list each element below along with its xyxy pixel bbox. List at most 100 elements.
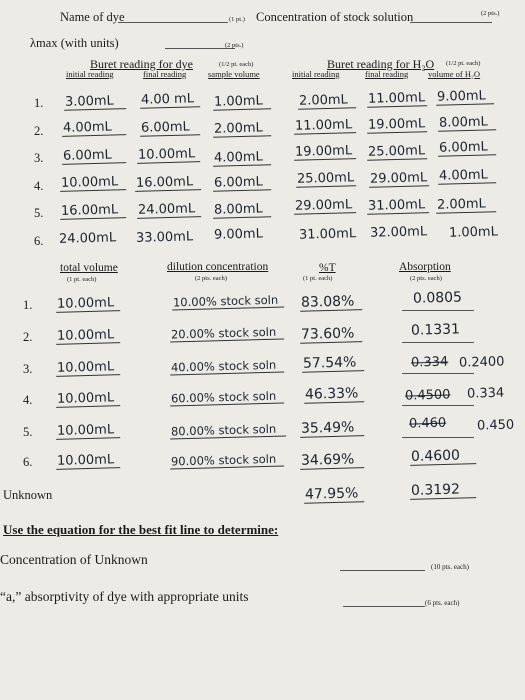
absorption-blank xyxy=(402,342,474,343)
name-of-dye-blank[interactable] xyxy=(118,22,228,23)
buret-dye-points: (1/2 pt. each) xyxy=(219,61,254,68)
percent-t-value[interactable]: 57.54% xyxy=(301,354,365,373)
water-final-reading[interactable]: 31.00mL xyxy=(366,197,430,215)
unknown-label: Unknown xyxy=(3,488,53,502)
dye-final-reading[interactable]: 33.00mL xyxy=(135,229,194,246)
unknown-absorption[interactable]: 0.3192 xyxy=(409,481,477,500)
unknown-percent-t[interactable]: 47.95% xyxy=(303,485,365,504)
dilution-concentration-value[interactable]: 80.00% stock soln xyxy=(169,421,287,440)
total-volume-value[interactable]: 10.00mL xyxy=(55,327,121,345)
dye-initial-reading[interactable]: 3.00mL xyxy=(63,93,127,111)
absorptivity-label: “a,” absorptivity of dye with appropriat… xyxy=(0,589,249,604)
absorptivity-points: (6 pts. each) xyxy=(425,599,460,607)
total-volume-value[interactable]: 10.00mL xyxy=(55,422,121,440)
water-volume[interactable]: 2.00mL xyxy=(435,196,497,214)
dye-final-reading[interactable]: 10.00mL xyxy=(136,146,201,164)
water-initial-reading[interactable]: 19.00mL xyxy=(293,143,357,161)
total-volume-value[interactable]: 10.00mL xyxy=(55,359,121,377)
percent-t-value[interactable]: 34.69% xyxy=(299,451,365,470)
water-initial-reading[interactable]: 11.00mL xyxy=(293,117,357,135)
buret-water-col-volume: volume of H₂O xyxy=(428,69,481,79)
dye-initial-reading[interactable]: 16.00mL xyxy=(59,202,127,220)
percent-t-value[interactable]: 83.08% xyxy=(299,293,363,312)
water-final-reading[interactable]: 19.00mL xyxy=(366,116,428,134)
lambda-max-label: λmax (with units) xyxy=(30,36,119,50)
dye-final-reading[interactable]: 24.00mL xyxy=(136,201,202,219)
water-initial-reading[interactable]: 31.00mL xyxy=(298,226,357,243)
percent-t-value[interactable]: 35.49% xyxy=(299,419,365,438)
concentration-unknown-points: (10 pts. each) xyxy=(431,563,469,571)
dye-final-reading[interactable]: 16.00mL xyxy=(134,174,202,192)
percent-t-value[interactable]: 46.33% xyxy=(303,385,365,404)
dye-sample-volume[interactable]: 4.00mL xyxy=(212,149,272,167)
water-initial-reading[interactable]: 2.00mL xyxy=(297,92,357,110)
dilution-concentration-value[interactable]: 60.00% stock soln xyxy=(169,388,285,407)
absorption-struck-value: 0.4500 xyxy=(404,387,451,404)
row-number: 6. xyxy=(23,455,33,469)
absorption-blank xyxy=(402,310,474,311)
concentration-unknown-label: Concentration of Unknown xyxy=(0,552,148,567)
absorption-corrected-value[interactable]: 0.334 xyxy=(466,385,505,402)
buret-dye-col-final: final reading xyxy=(143,69,187,79)
absorption-struck-value: 0.334 xyxy=(410,354,449,371)
stock-concentration-label: Concentration of stock solution xyxy=(256,10,414,24)
name-of-dye-label: Name of dye xyxy=(60,10,125,24)
row-number: 5. xyxy=(34,206,44,220)
dilution-concentration-header: dilution concentration xyxy=(167,261,269,273)
row-number: 4. xyxy=(34,179,44,193)
water-final-reading[interactable]: 25.00mL xyxy=(366,143,428,161)
total-volume-value[interactable]: 10.00mL xyxy=(55,295,121,313)
absorption-struck-value: 0.460 xyxy=(408,415,447,432)
dilution-concentration-value[interactable]: 90.00% stock soln xyxy=(169,451,285,470)
dilution-concentration-value[interactable]: 40.00% stock soln xyxy=(169,357,285,376)
dye-final-reading[interactable]: 6.00mL xyxy=(139,119,201,137)
instruction-heading: Use the equation for the best fit line t… xyxy=(3,522,279,537)
dye-initial-reading[interactable]: 24.00mL xyxy=(58,230,117,247)
row-number: 5. xyxy=(23,425,33,439)
water-initial-reading[interactable]: 29.00mL xyxy=(293,197,357,215)
absorption-corrected-value[interactable]: 0.2400 xyxy=(458,354,505,371)
concentration-unknown-blank[interactable] xyxy=(340,570,425,571)
dilution-concentration-value[interactable]: 10.00% stock soln xyxy=(171,292,285,311)
percent-t-value[interactable]: 73.60% xyxy=(299,325,363,344)
buret-water-col-initial: initial reading xyxy=(292,69,340,79)
water-volume[interactable]: 4.00mL xyxy=(437,167,497,185)
row-number: 1. xyxy=(23,298,33,312)
water-volume[interactable]: 1.00mL xyxy=(448,224,499,241)
total-volume-points: (1 pt. each) xyxy=(67,276,97,283)
dye-initial-reading[interactable]: 6.00mL xyxy=(61,147,127,165)
absorption-value[interactable]: 0.0805 xyxy=(412,289,463,307)
water-volume[interactable]: 8.00mL xyxy=(437,114,497,132)
dye-sample-volume[interactable]: 6.00mL xyxy=(212,174,272,192)
water-initial-reading[interactable]: 25.00mL xyxy=(295,170,357,188)
water-final-reading[interactable]: 29.00mL xyxy=(368,170,430,188)
absorption-value[interactable]: 0.1331 xyxy=(410,321,461,339)
dilution-concentration-value[interactable]: 20.00% stock soln xyxy=(169,324,285,343)
absorption-blank xyxy=(402,437,474,438)
lambda-max-points: (2 pts.) xyxy=(225,42,244,49)
water-volume[interactable]: 9.00mL xyxy=(435,88,495,106)
dye-sample-volume[interactable]: 1.00mL xyxy=(212,93,272,111)
stock-concentration-blank[interactable] xyxy=(410,22,492,23)
lambda-max-blank[interactable] xyxy=(165,48,235,49)
water-final-reading[interactable]: 32.00mL xyxy=(369,224,428,241)
stock-concentration-points: (2 pts.) xyxy=(481,10,500,17)
total-volume-value[interactable]: 10.00mL xyxy=(55,452,121,470)
dye-initial-reading[interactable]: 4.00mL xyxy=(61,119,127,137)
water-volume[interactable]: 6.00mL xyxy=(437,139,497,157)
percent-t-header: %T xyxy=(319,262,336,274)
absorptivity-blank[interactable] xyxy=(343,606,425,607)
absorption-corrected-value[interactable]: 0.450 xyxy=(476,417,515,434)
absorption-points: (2 pts. each) xyxy=(410,275,442,282)
absorption-value[interactable]: 0.4600 xyxy=(409,447,477,466)
water-final-reading[interactable]: 11.00mL xyxy=(366,90,428,108)
row-number: 4. xyxy=(23,393,33,407)
dye-initial-reading[interactable]: 10.00mL xyxy=(59,174,127,192)
dye-sample-volume[interactable]: 9.00mL xyxy=(213,226,264,243)
dye-sample-volume[interactable]: 8.00mL xyxy=(212,201,272,219)
dye-final-reading[interactable]: 4.00 mL xyxy=(139,91,201,109)
dilution-concentration-points: (2 pts. each) xyxy=(195,275,227,282)
dye-sample-volume[interactable]: 2.00mL xyxy=(212,120,272,138)
total-volume-value[interactable]: 10.00mL xyxy=(55,390,121,408)
buret-dye-title: Buret reading for dye xyxy=(90,57,193,71)
